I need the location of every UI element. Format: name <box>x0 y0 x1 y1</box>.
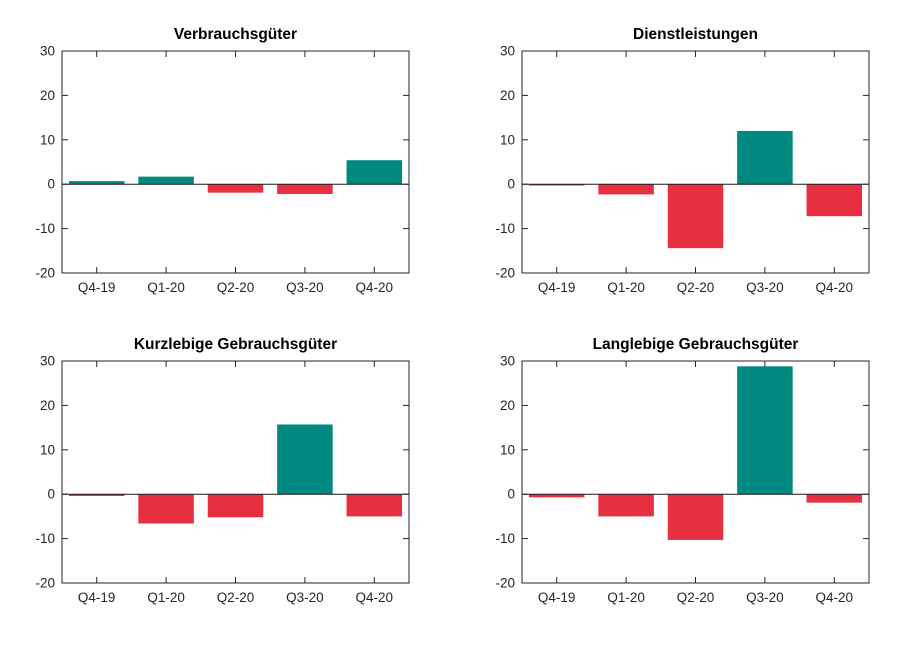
bar-Q2-20 <box>667 494 724 540</box>
x-axis-tick-label: Q2-20 <box>217 590 255 605</box>
x-axis-tick-label: Q4-20 <box>816 280 854 295</box>
y-axis-tick-label: 10 <box>40 442 55 457</box>
y-axis-tick-label: -10 <box>35 221 55 236</box>
y-axis-tick-label: 30 <box>40 44 55 59</box>
chart-kurzlebige-gebrauchsgueter: -20 -10 0 10 20 30 Q4-19 Q1-20 Q2-20 Q3-20 Q4-20 Ku… <box>0 325 460 649</box>
y-axis-tick-label: -20 <box>35 576 55 591</box>
bar-Q4-19 <box>68 181 125 185</box>
bar-Q4-19 <box>528 494 585 498</box>
y-axis-tick-label: 10 <box>40 132 55 147</box>
y-axis-tick-label: -20 <box>495 576 515 591</box>
x-axis-tick-label: Q3-20 <box>746 280 784 295</box>
x-axis-tick-label: Q2-20 <box>677 280 715 295</box>
bar-Q4-20 <box>806 184 863 217</box>
y-axis-tick-label: 0 <box>47 177 55 192</box>
chart-title: Langlebige Gebrauchsgüter <box>593 336 799 353</box>
y-axis-tick-label: -10 <box>495 531 515 546</box>
y-axis-tick-label: 20 <box>40 398 55 413</box>
x-axis-tick-label: Q1-20 <box>147 280 185 295</box>
chart-title: Kurzlebige Gebrauchsgüter <box>134 336 337 353</box>
x-axis-tick-label: Q4-20 <box>816 590 854 605</box>
bar-Q3-20 <box>277 184 333 194</box>
y-axis-tick-label: 20 <box>40 88 55 103</box>
y-axis-tick-label: 30 <box>500 354 515 369</box>
bar-Q4-20 <box>346 494 403 517</box>
y-axis-tick-label: -20 <box>495 266 515 281</box>
bar-Q4-19 <box>68 494 125 496</box>
bar-chart-svg: -20 -10 0 10 20 30 Q4-19 Q1-20 Q2-20 Q3-20 Q4-20 La… <box>495 336 870 605</box>
x-axis-tick-label: Q2-20 <box>677 590 715 605</box>
bar-chart-svg: -20 -10 0 10 20 30 Q4-19 Q1-20 Q2-20 Q3-20 Q4-20 Ku… <box>35 336 410 605</box>
plot-frame <box>521 360 870 584</box>
bar-Q4-20 <box>346 160 403 185</box>
x-axis-tick-label: Q4-19 <box>538 280 576 295</box>
bar-Q4-20 <box>806 494 863 503</box>
chart-title: Dienstleistungen <box>633 26 758 43</box>
x-axis-tick-label: Q3-20 <box>286 280 324 295</box>
bar-Q2-20 <box>207 494 264 518</box>
x-axis-tick-label: Q3-20 <box>286 590 324 605</box>
y-axis-tick-label: -10 <box>35 531 55 546</box>
y-axis-tick-label: 30 <box>500 44 515 59</box>
bar-Q1-20 <box>138 494 194 524</box>
bar-Q1-20 <box>138 176 194 185</box>
bar-Q2-20 <box>207 184 264 193</box>
y-axis-tick-label: -10 <box>495 221 515 236</box>
x-axis-tick-label: Q1-20 <box>607 280 645 295</box>
x-axis-tick-label: Q4-20 <box>356 280 394 295</box>
chart-title: Verbrauchsgüter <box>174 26 297 43</box>
bar-Q3-20 <box>737 130 793 185</box>
bar-Q3-20 <box>277 424 333 495</box>
y-axis-tick-label: 10 <box>500 132 515 147</box>
bar-chart-svg: -20 -10 0 10 20 30 Q4-19 Q1-20 Q2-20 Q3-20 Q4-20 Di… <box>495 26 870 295</box>
x-axis-tick-label: Q4-19 <box>78 590 116 605</box>
y-axis-tick-label: 0 <box>47 487 55 502</box>
chart-dienstleistungen: -20 -10 0 10 20 30 Q4-19 Q1-20 Q2-20 Q3-20 Q4-20 Di… <box>460 0 920 325</box>
chart-langlebige-gebrauchsgueter: -20 -10 0 10 20 30 Q4-19 Q1-20 Q2-20 Q3-20 Q4-20 La… <box>460 325 920 649</box>
plot-frame <box>61 360 410 584</box>
bar-chart-svg: -20 -10 0 10 20 30 Q4-19 Q1-20 Q2-20 Q3-20 Q4-20 Ve… <box>35 26 410 295</box>
x-axis-tick-label: Q1-20 <box>607 590 645 605</box>
bar-Q2-20 <box>667 184 724 249</box>
x-axis-tick-label: Q1-20 <box>147 590 185 605</box>
y-axis-tick-label: 20 <box>500 398 515 413</box>
x-axis-tick-label: Q4-19 <box>538 590 576 605</box>
chart-verbrauchsgueter: -20 -10 0 10 20 30 Q4-19 Q1-20 Q2-20 Q3-20 Q4-20 Ve… <box>0 0 460 325</box>
x-axis-tick-label: Q4-19 <box>78 280 116 295</box>
bar-Q4-19 <box>528 184 585 186</box>
y-axis-tick-label: 30 <box>40 354 55 369</box>
x-axis-tick-label: Q2-20 <box>217 280 255 295</box>
y-axis-tick-label: 0 <box>507 487 515 502</box>
bar-Q1-20 <box>598 494 654 517</box>
bar-Q1-20 <box>598 184 654 195</box>
y-axis-tick-label: -20 <box>35 266 55 281</box>
bar-Q3-20 <box>737 366 793 495</box>
x-axis-tick-label: Q4-20 <box>356 590 394 605</box>
y-axis-tick-label: 20 <box>500 88 515 103</box>
x-axis-tick-label: Q3-20 <box>746 590 784 605</box>
y-axis-tick-label: 10 <box>500 442 515 457</box>
y-axis-tick-label: 0 <box>507 177 515 192</box>
